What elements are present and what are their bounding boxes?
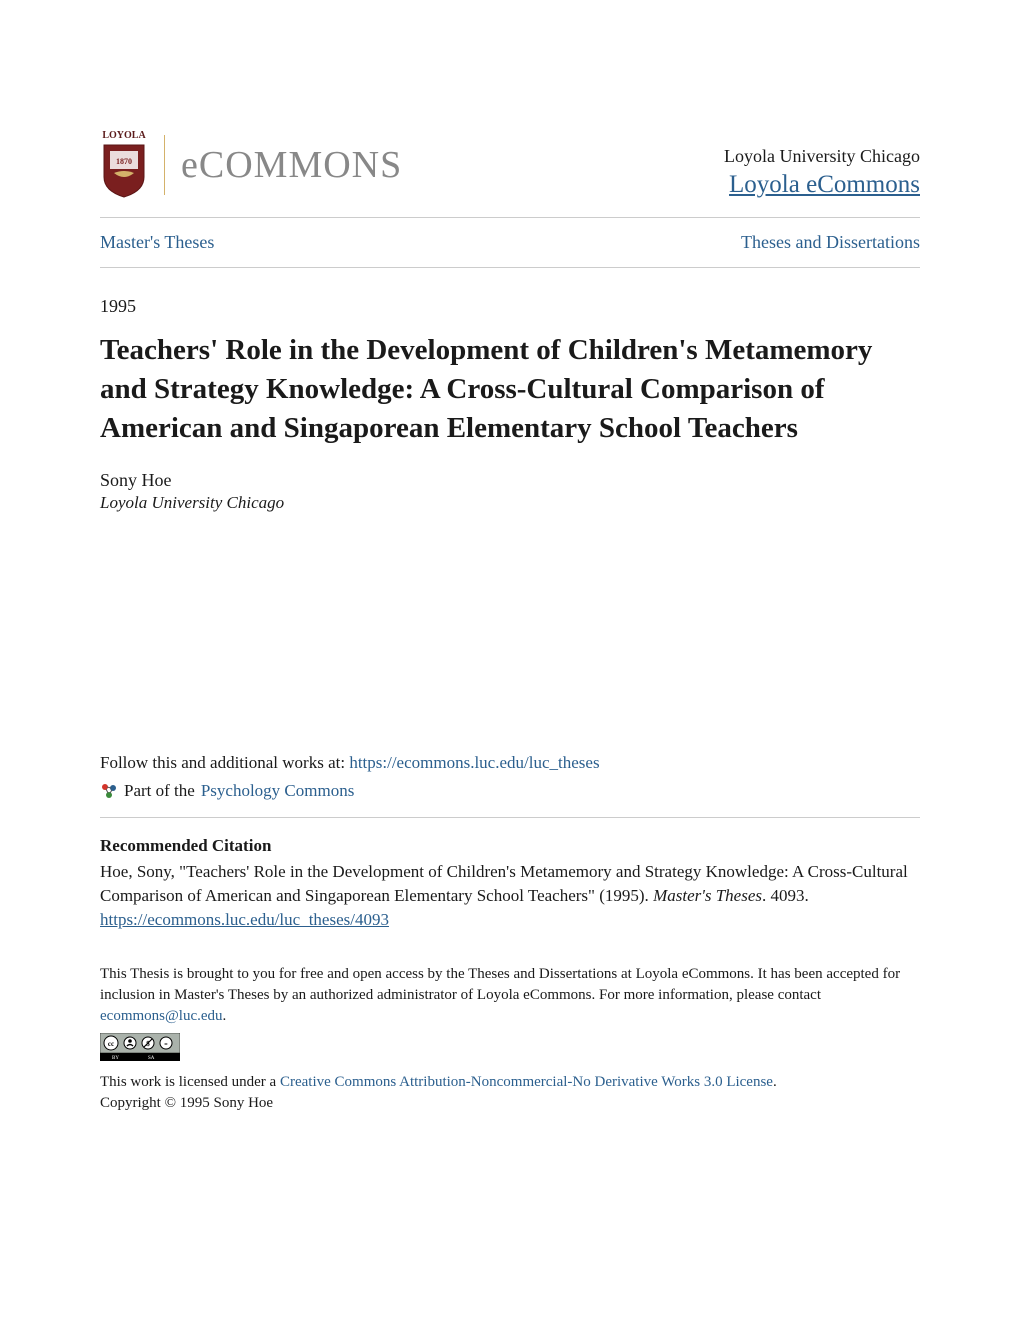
contact-email-link[interactable]: ecommons@luc.edu [100, 1008, 223, 1024]
logo-block: LOYOLA 1870 eCOMMONS [100, 130, 402, 199]
author-name: Sony Hoe [100, 470, 920, 491]
nav-right-link[interactable]: Theses and Dissertations [741, 232, 920, 253]
loyola-shield-logo: LOYOLA 1870 [100, 130, 148, 199]
follow-prefix: Follow this and additional works at: [100, 753, 349, 772]
nav-left-link[interactable]: Master's Theses [100, 232, 214, 253]
svg-text:BY: BY [112, 1056, 119, 1061]
shield-label-top: LOYOLA [102, 130, 145, 141]
network-icon [100, 782, 118, 800]
header-row: LOYOLA 1870 eCOMMONS Loyola University C… [100, 130, 920, 218]
citation-italic: Master's Theses [653, 886, 762, 905]
document-title: Teachers' Role in the Development of Chi… [100, 331, 920, 448]
license-prefix: This work is licensed under a [100, 1074, 280, 1090]
breadcrumb-nav: Master's Theses Theses and Dissertations [100, 218, 920, 268]
svg-text:cc: cc [108, 1040, 114, 1048]
vertical-divider [164, 135, 165, 195]
cc-license-badge[interactable]: cc $ = BY SA [100, 1033, 920, 1068]
partof-prefix: Part of the [124, 781, 195, 801]
footer-block: This Thesis is brought to you for free a… [100, 964, 920, 1114]
svg-text:1870: 1870 [116, 157, 132, 166]
access-statement: This Thesis is brought to you for free a… [100, 964, 920, 1027]
follow-url-link[interactable]: https://ecommons.luc.edu/luc_theses [349, 753, 599, 772]
partof-line: Part of the Psychology Commons [100, 781, 920, 818]
period: . [223, 1008, 227, 1024]
recommended-citation-section: Recommended Citation Hoe, Sony, "Teacher… [100, 836, 920, 930]
author-affiliation: Loyola University Chicago [100, 493, 920, 513]
repository-link[interactable]: Loyola eCommons [729, 171, 920, 198]
license-statement: This work is licensed under a Creative C… [100, 1072, 920, 1093]
citation-text: Hoe, Sony, "Teachers' Role in the Develo… [100, 860, 920, 908]
citation-after: . 4093. [762, 886, 809, 905]
period2: . [773, 1074, 777, 1090]
svg-text:SA: SA [148, 1056, 155, 1061]
license-link[interactable]: Creative Commons Attribution-Noncommerci… [280, 1074, 773, 1090]
svg-text:=: = [164, 1042, 168, 1048]
citation-url-link[interactable]: https://ecommons.luc.edu/luc_theses/4093 [100, 910, 920, 930]
header-right: Loyola University Chicago Loyola eCommon… [724, 146, 920, 199]
ecommons-wordmark: eCOMMONS [181, 143, 402, 187]
spacer [100, 513, 920, 753]
partof-link[interactable]: Psychology Commons [201, 781, 355, 801]
copyright-line: Copyright © 1995 Sony Hoe [100, 1093, 920, 1114]
shield-icon: 1870 [100, 141, 148, 199]
citation-heading: Recommended Citation [100, 836, 920, 856]
publication-year: 1995 [100, 296, 920, 317]
follow-line: Follow this and additional works at: htt… [100, 753, 920, 773]
access-text: This Thesis is brought to you for free a… [100, 966, 900, 1003]
university-name: Loyola University Chicago [724, 146, 920, 167]
